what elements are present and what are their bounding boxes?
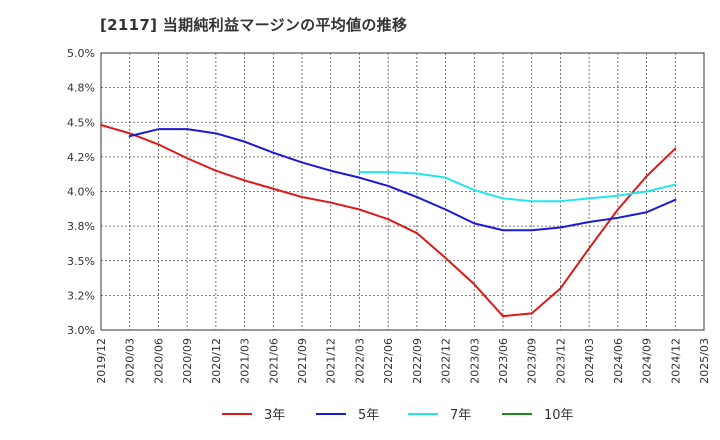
x-tick-label: 2022/03 bbox=[353, 338, 366, 384]
x-tick-label: 2024/09 bbox=[641, 338, 654, 384]
y-tick-label: 4.5% bbox=[67, 116, 95, 129]
x-tick-label: 2024/06 bbox=[612, 338, 625, 384]
y-tick-label: 3.0% bbox=[67, 324, 95, 337]
x-tick-label: 2020/09 bbox=[181, 338, 194, 384]
series-line-2 bbox=[128, 128, 677, 232]
y-tick-label: 3.5% bbox=[67, 255, 95, 268]
x-tick-label: 2023/03 bbox=[468, 338, 481, 384]
legend-label: 5年 bbox=[358, 408, 379, 423]
legend-label: 3年 bbox=[264, 408, 285, 423]
x-tick-label: 2023/12 bbox=[554, 338, 567, 384]
x-tick-label: 2020/12 bbox=[210, 338, 223, 384]
x-tick-label: 2023/06 bbox=[497, 338, 510, 384]
x-tick-label: 2020/06 bbox=[152, 338, 165, 384]
y-tick-label: 4.0% bbox=[67, 186, 95, 199]
x-tick-label: 2024/12 bbox=[669, 338, 682, 384]
x-tick-label: 2021/09 bbox=[296, 338, 309, 384]
legend-label: 7年 bbox=[450, 408, 471, 423]
x-tick-label: 2020/03 bbox=[124, 338, 137, 384]
x-tick-label: 2021/12 bbox=[325, 338, 338, 384]
legend: 3年 5年 7年 10年 bbox=[222, 408, 574, 423]
y-tick-label: 4.8% bbox=[67, 82, 95, 95]
y-tick-label: 5.0% bbox=[67, 47, 95, 60]
x-tick-label: 2019/12 bbox=[95, 338, 108, 384]
x-tick-label: 2024/03 bbox=[583, 338, 596, 384]
chart-title: [2117] 当期純利益マージンの平均値の推移 bbox=[100, 16, 408, 34]
x-tick-label: 2023/09 bbox=[526, 338, 539, 384]
y-axis-ticks: 3.0% 3.2% 3.5% 3.8% 4.0% 4.2% 4.5% 4.8% 5.0% bbox=[67, 47, 95, 337]
series-line-1 bbox=[100, 124, 677, 318]
series-line-3 bbox=[358, 171, 677, 203]
x-tick-label: 2022/09 bbox=[411, 338, 424, 384]
x-tick-label: 2022/12 bbox=[440, 338, 453, 384]
x-tick-label: 2021/03 bbox=[239, 338, 252, 384]
legend-label: 10年 bbox=[544, 408, 574, 423]
y-tick-label: 4.2% bbox=[67, 151, 95, 164]
y-tick-label: 3.2% bbox=[67, 289, 95, 302]
x-tick-label: 2022/06 bbox=[382, 338, 395, 384]
y-tick-label: 3.8% bbox=[67, 220, 95, 233]
x-axis-ticks: 2019/12 2020/03 2020/06 2020/09 2020/12 2021/… bbox=[95, 338, 711, 384]
series-lines bbox=[100, 124, 677, 318]
x-tick-label: 2021/06 bbox=[267, 338, 280, 384]
x-tick-label: 2025/03 bbox=[698, 338, 711, 384]
